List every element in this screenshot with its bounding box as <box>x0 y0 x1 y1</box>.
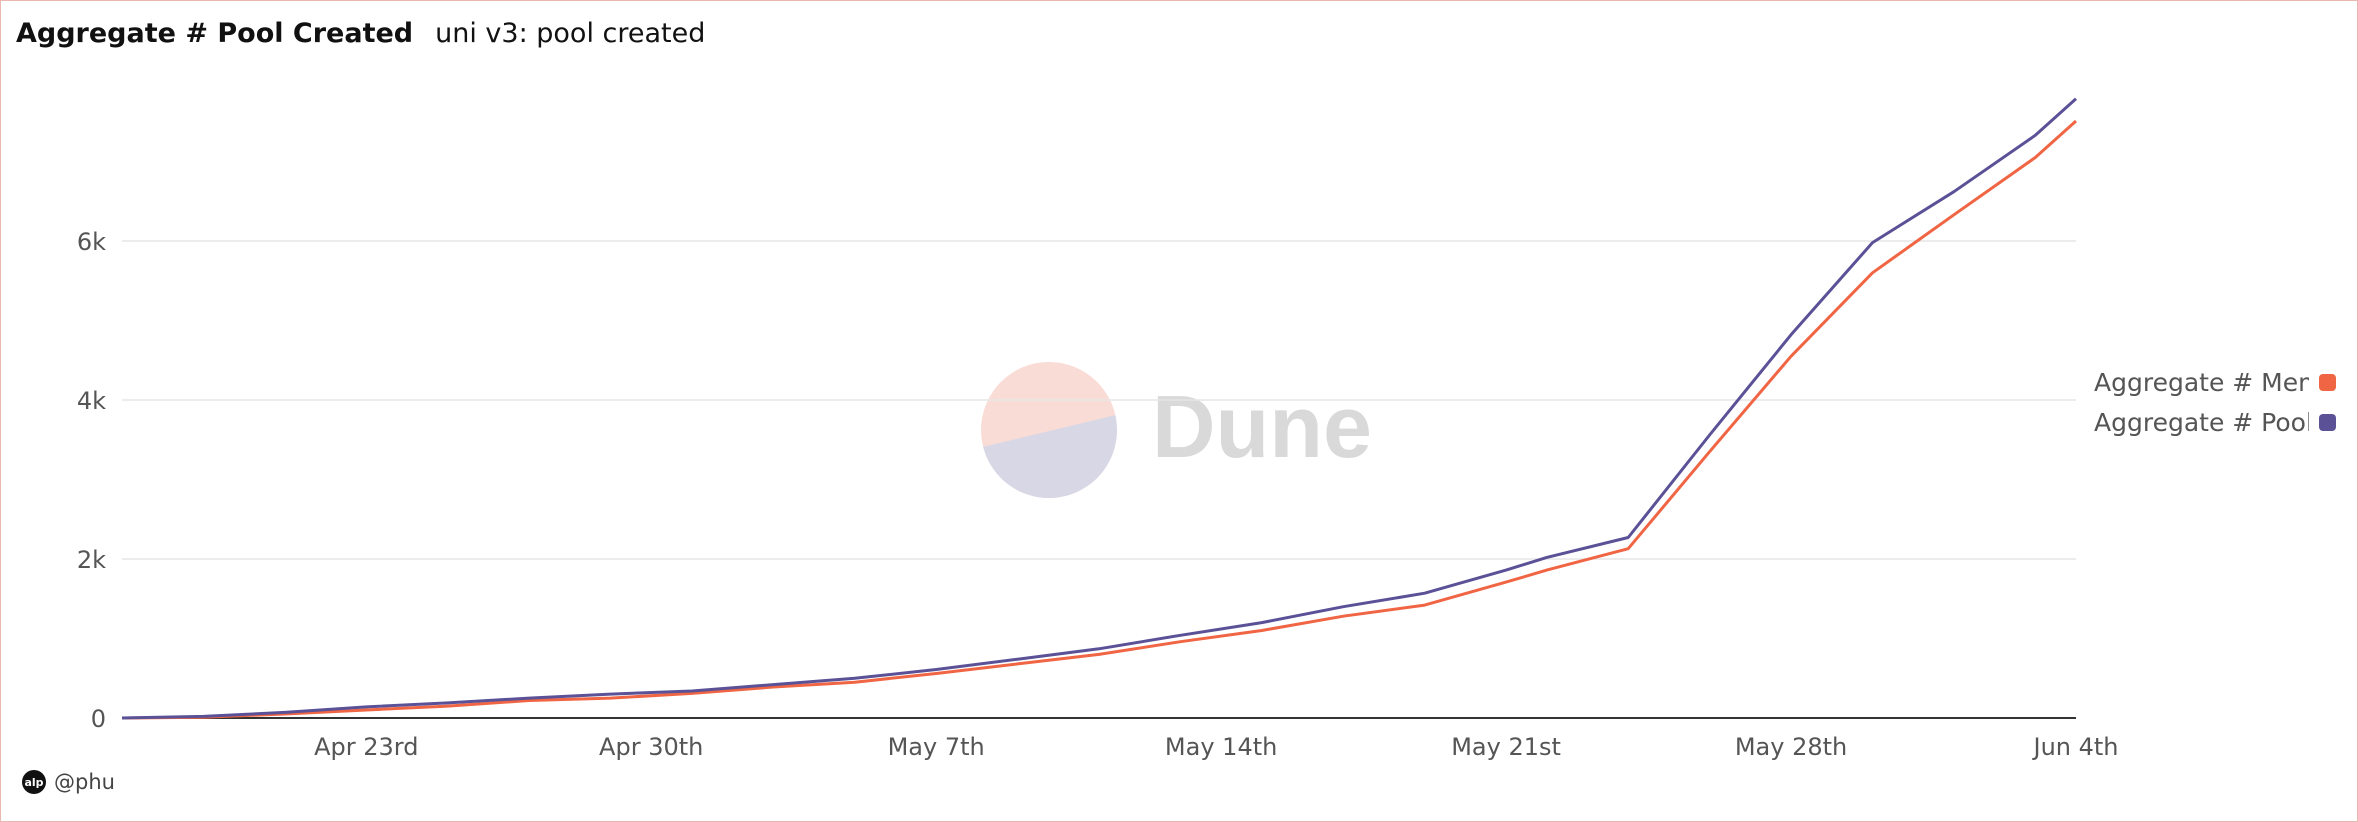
chart-title: Aggregate # Pool Created <box>16 18 414 49</box>
x-tick-label: May 14th <box>1165 733 1277 761</box>
avatar: alp <box>22 770 46 794</box>
x-tick-label: May 21st <box>1451 733 1561 761</box>
author-tag[interactable]: alp @phu <box>22 770 115 794</box>
legend-label: Aggregate # Memc <box>2094 367 2309 397</box>
legend-swatch <box>2319 413 2336 431</box>
legend-item-1[interactable]: Aggregate # Memc <box>2076 362 2336 402</box>
legend-item-2[interactable]: Aggregate # Pool <box>2076 402 2336 442</box>
x-axis: Apr 23rd Apr 30th May 7th May 14th May 21st M… <box>314 733 2118 761</box>
author-name: @phu <box>54 770 115 794</box>
x-tick-label: Apr 30th <box>599 733 703 761</box>
watermark-text: Dune <box>1152 377 1372 476</box>
series-line-1 <box>121 119 2078 720</box>
y-tick-label: 2k <box>77 546 106 574</box>
legend: Aggregate # Memc Aggregate # Pool <box>2076 362 2336 442</box>
y-axis: 0 2k 4k 6k <box>77 228 106 733</box>
x-tick-label: May 7th <box>888 733 985 761</box>
y-tick-label: 4k <box>77 387 106 415</box>
legend-label: Aggregate # Pool <box>2094 407 2309 437</box>
y-tick-label: 6k <box>77 228 106 256</box>
plot-area <box>121 97 2078 720</box>
watermark-logo-bottom <box>983 415 1118 499</box>
query-name[interactable]: uni v3: pool created <box>435 18 706 49</box>
legend-swatch <box>2319 373 2336 391</box>
y-tick-label: 0 <box>91 705 106 733</box>
x-tick-label: Jun 4th <box>2031 733 2118 761</box>
x-tick-label: Apr 23rd <box>314 733 418 761</box>
grid-lines <box>122 240 2076 719</box>
dune-watermark: Dune <box>981 362 1372 499</box>
series-line-2 <box>121 97 2078 720</box>
chart-header: Aggregate # Pool Created uni v3: pool cr… <box>16 18 705 49</box>
x-tick-label: May 28th <box>1735 733 1847 761</box>
